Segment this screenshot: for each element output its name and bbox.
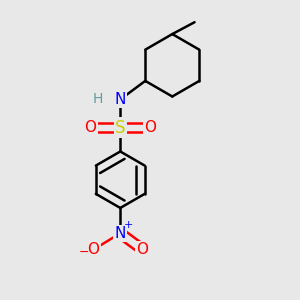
- Text: N: N: [115, 92, 126, 107]
- Text: H: H: [93, 92, 103, 106]
- Text: O: O: [144, 120, 156, 135]
- Text: O: O: [85, 120, 97, 135]
- Text: −: −: [79, 246, 89, 259]
- Text: O: O: [136, 242, 148, 257]
- Text: S: S: [115, 119, 125, 137]
- Text: +: +: [124, 220, 133, 230]
- Text: N: N: [115, 226, 126, 241]
- Text: O: O: [88, 242, 100, 257]
